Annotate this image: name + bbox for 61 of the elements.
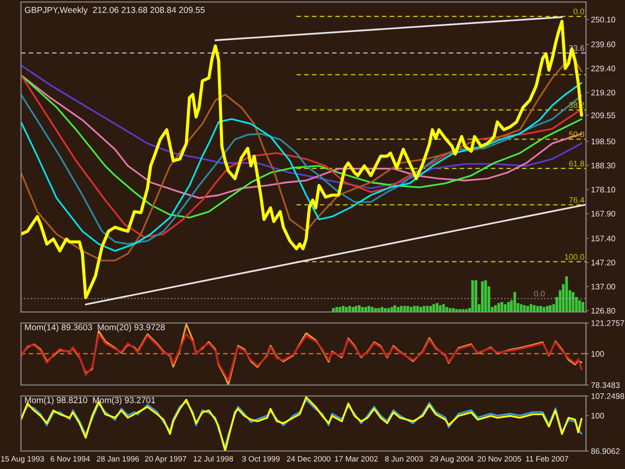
bar: [416, 306, 419, 312]
bar: [442, 304, 445, 312]
bar: [448, 308, 452, 312]
bar: [455, 309, 458, 312]
y-tick-label: 219.20: [591, 90, 616, 96]
chart-title: Mom(1) 98.8210 Mom(3) 93.2701: [25, 396, 156, 405]
bar: [387, 308, 390, 312]
y-tick-label: 239.60: [591, 42, 616, 48]
annotation: 23.6: [569, 45, 584, 51]
bar: [422, 306, 426, 312]
bar: [410, 307, 412, 312]
bar: [436, 303, 438, 312]
annotation: 0.0: [534, 290, 545, 297]
y-tick-label: 198.50: [591, 138, 616, 144]
y-tick-label: 78.3483: [591, 382, 620, 388]
bar: [536, 306, 539, 312]
y-tick-label: 126.80: [591, 308, 616, 314]
annotation: 76.4: [569, 197, 584, 203]
bar: [396, 307, 400, 312]
bar: [578, 300, 581, 312]
bar: [542, 307, 546, 312]
bar: [374, 308, 377, 312]
bar: [481, 281, 484, 312]
y-tick-label: 229.40: [591, 66, 616, 72]
y-tick-label: 167.90: [591, 210, 616, 217]
bar: [484, 280, 487, 312]
y-tick-label: 250.10: [591, 16, 616, 22]
bar: [403, 306, 406, 312]
bar: [354, 306, 358, 312]
bar: [572, 292, 574, 312]
bar: [352, 307, 354, 312]
bar: [368, 306, 370, 312]
chart-title: Mom(14) 89.3603 Mom(20) 93.9728: [25, 324, 165, 332]
y-tick-label: 178.10: [591, 186, 616, 192]
annotation: 0.0: [574, 8, 584, 14]
y-tick-label: 121.2757: [591, 320, 624, 326]
bar: [462, 309, 464, 312]
y-tick-label: 137.00: [591, 284, 616, 290]
text: GBPJPY,Weekly 212.06 213.68 208.84 209.55: [24, 6, 205, 15]
y-tick-label: 100: [591, 351, 604, 357]
line-series: [21, 54, 582, 262]
bar: [530, 304, 532, 312]
y-tick-label: 86.9062: [591, 448, 620, 454]
y-tick-label: 157.40: [591, 236, 616, 242]
bar: [523, 305, 526, 312]
y-tick-label: 147.20: [591, 260, 616, 266]
line-series: [21, 20, 584, 300]
bar: [507, 302, 510, 312]
bar: [471, 280, 474, 312]
line-series: [21, 333, 582, 382]
bar: [380, 307, 384, 312]
y-tick-label: 100: [591, 412, 604, 419]
bar: [565, 276, 568, 312]
y-tick-label: 107.2498: [591, 393, 624, 399]
y-tick-label: 188.30: [591, 162, 616, 168]
bar: [361, 307, 364, 312]
annotation: 61.8: [569, 160, 584, 166]
y-tick-label: 209.55: [591, 112, 616, 118]
line-series: [21, 323, 582, 385]
bar: [474, 280, 478, 312]
annotation: 100.0: [564, 254, 584, 260]
